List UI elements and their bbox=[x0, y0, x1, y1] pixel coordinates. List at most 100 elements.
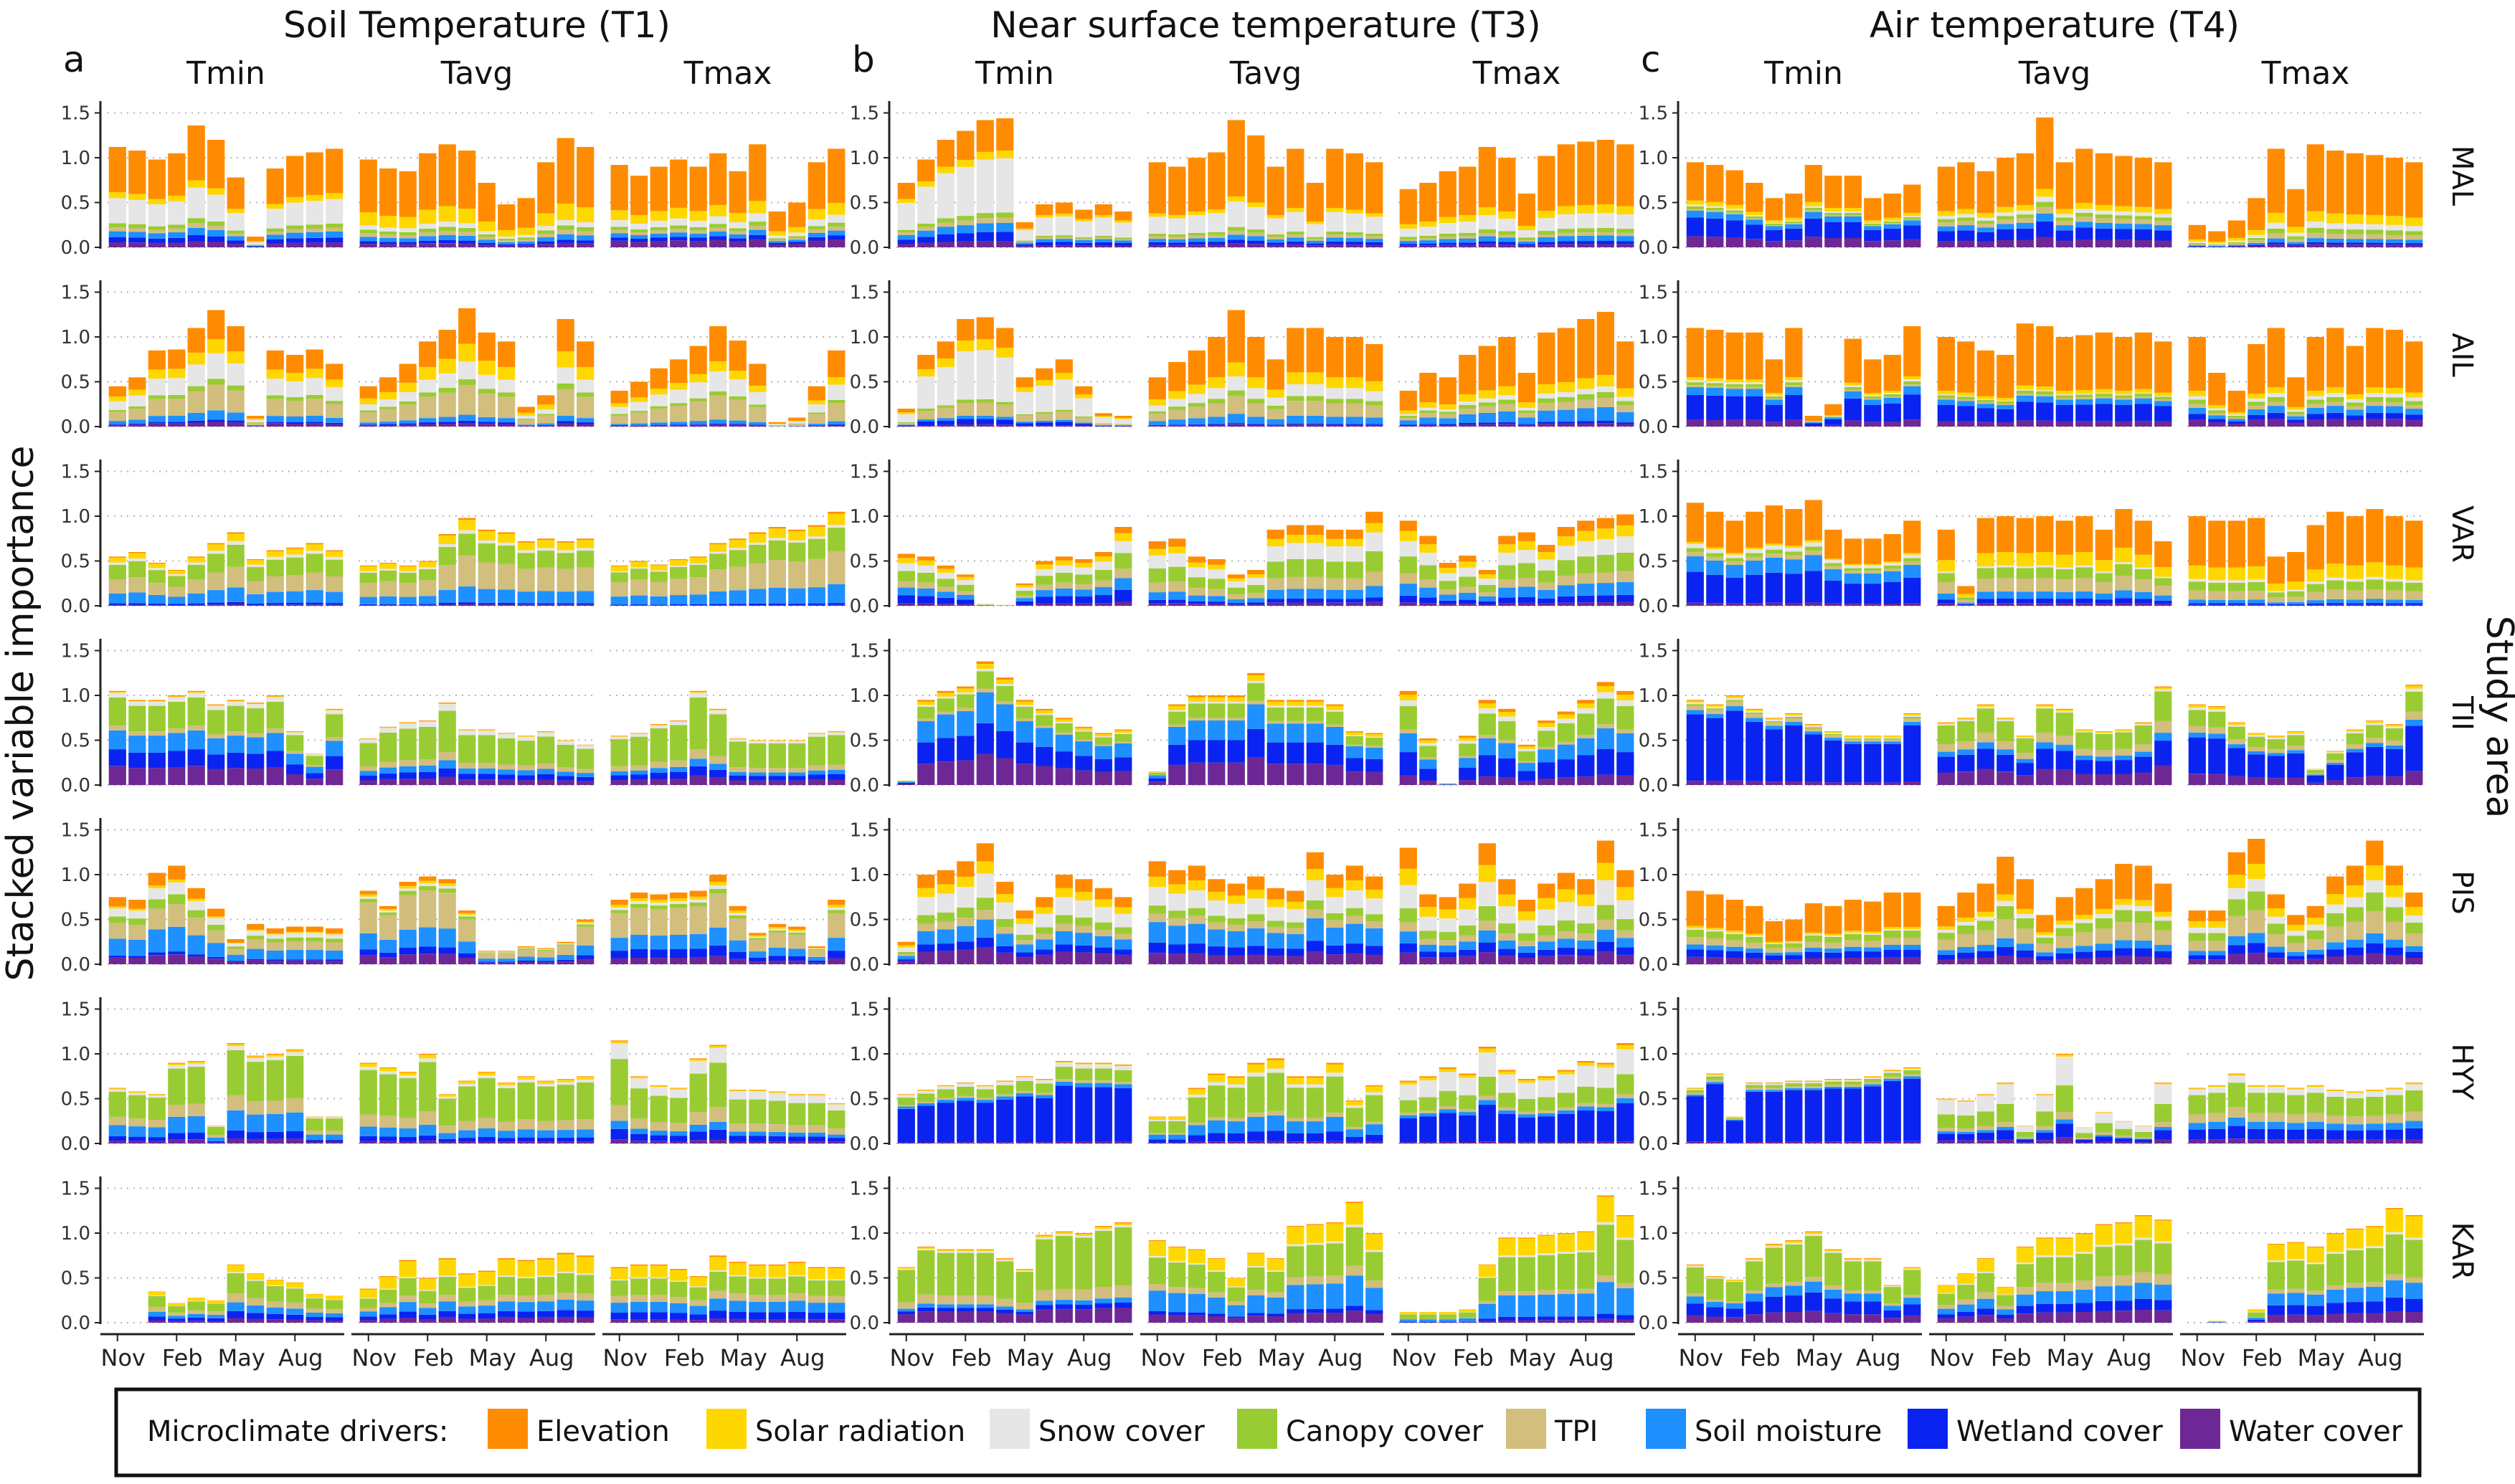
bar-segment-canopy-cover bbox=[148, 1098, 166, 1120]
bar-segment-snow-cover bbox=[957, 1083, 975, 1087]
bar-segment-solar-radiation bbox=[1365, 213, 1383, 217]
bar-segment-snow-cover bbox=[458, 530, 476, 534]
bar-segment-wetland-cover bbox=[1557, 241, 1575, 244]
bar-segment-soil-moisture bbox=[1419, 759, 1437, 769]
bar-segment-water-cover bbox=[187, 766, 205, 786]
bar-segment-canopy-cover bbox=[1227, 390, 1245, 396]
bar-segment-snow-cover bbox=[996, 357, 1014, 402]
bar-segment-wetland-cover bbox=[689, 237, 707, 241]
bar-segment-solar-radiation bbox=[610, 736, 628, 737]
bar-segment-wetland-cover bbox=[2075, 227, 2093, 239]
bar-segment-tpi bbox=[2115, 219, 2133, 224]
bar-segment-solar-radiation bbox=[1937, 926, 1955, 931]
bar-segment-tpi bbox=[2036, 732, 2054, 743]
bar-segment-water-cover bbox=[227, 244, 245, 247]
bar-segment-snow-cover bbox=[247, 564, 265, 568]
bar-segment-wetland-cover bbox=[807, 774, 825, 780]
bar-segment-solar-radiation bbox=[1538, 723, 1555, 727]
bar-segment-snow-cover bbox=[1306, 543, 1324, 559]
cell-TII-T1-Tavg bbox=[359, 703, 595, 786]
bar-segment-solar-radiation bbox=[1596, 686, 1614, 693]
bar-segment-elevation bbox=[996, 882, 1014, 895]
bar-segment-wetland-cover bbox=[128, 752, 146, 769]
bar-segment-solar-radiation bbox=[1957, 594, 1975, 597]
bar-segment-canopy-cover bbox=[1208, 232, 1226, 235]
bar-segment-solar-radiation bbox=[1616, 525, 1634, 537]
bar-segment-solar-radiation bbox=[788, 420, 806, 422]
bar-segment-water-cover bbox=[2075, 239, 2093, 247]
bar-segment-soil-moisture bbox=[1168, 419, 1186, 425]
bar-segment-water-cover bbox=[1746, 958, 1763, 964]
bar-segment-snow-cover bbox=[1326, 388, 1344, 399]
bar-segment-elevation bbox=[749, 363, 767, 386]
bar-segment-solar-radiation bbox=[306, 368, 323, 379]
bar-segment-soil-moisture bbox=[207, 410, 225, 420]
bar-segment-soil-moisture bbox=[266, 1113, 284, 1132]
bar-segment-elevation bbox=[556, 541, 574, 543]
bar-segment-canopy-cover bbox=[1844, 386, 1862, 390]
bar-segment-water-cover bbox=[1616, 601, 1634, 606]
bar-segment-elevation bbox=[517, 406, 535, 413]
bar-segment-water-cover bbox=[1208, 604, 1226, 606]
bar-segment-soil-moisture bbox=[1114, 425, 1132, 426]
bar-segment-wetland-cover bbox=[2188, 246, 2206, 247]
bar-segment-soil-moisture bbox=[650, 233, 668, 238]
bar-segment-solar-radiation bbox=[2036, 552, 2054, 566]
bar-segment-tpi bbox=[1306, 401, 1324, 416]
bar-segment-solar-radiation bbox=[266, 369, 284, 379]
bar-segment-water-cover bbox=[2306, 604, 2324, 606]
bar-segment-solar-radiation bbox=[670, 560, 688, 566]
bar-segment-solar-radiation bbox=[2227, 237, 2245, 241]
bar-segment-wetland-cover bbox=[1538, 762, 1555, 779]
bar-segment-water-cover bbox=[227, 1138, 245, 1143]
bar-segment-tpi bbox=[498, 953, 516, 959]
bar-segment-elevation bbox=[2366, 509, 2384, 563]
bar-segment-elevation bbox=[1596, 312, 1614, 375]
bar-segment-snow-cover bbox=[458, 1083, 476, 1087]
bar-segment-solar-radiation bbox=[537, 540, 555, 548]
bar-segment-solar-radiation bbox=[689, 374, 707, 383]
bar-segment-soil-moisture bbox=[917, 1103, 935, 1106]
bar-segment-solar-radiation bbox=[937, 884, 955, 894]
bar-segment-solar-radiation bbox=[517, 227, 535, 235]
bar-segment-soil-moisture bbox=[128, 736, 146, 753]
bar-segment-elevation bbox=[577, 341, 595, 367]
bar-segment-wetland-cover bbox=[897, 425, 915, 427]
bar-segment-canopy-cover bbox=[689, 227, 707, 231]
bar-segment-elevation bbox=[1399, 520, 1417, 531]
bar-segment-tpi bbox=[227, 390, 245, 413]
bar-segment-solar-radiation bbox=[917, 888, 935, 898]
bar-segment-wetland-cover bbox=[1399, 943, 1417, 953]
bar-segment-wetland-cover bbox=[828, 603, 846, 605]
bar-segment-elevation bbox=[168, 153, 186, 196]
bar-segment-elevation bbox=[1247, 876, 1265, 890]
bar-segment-snow-cover bbox=[996, 1082, 1014, 1085]
bar-segment-snow-cover bbox=[1557, 214, 1575, 229]
bar-segment-solar-radiation bbox=[630, 1077, 648, 1079]
bar-segment-tpi bbox=[1439, 414, 1457, 419]
bar-segment-soil-moisture bbox=[2306, 600, 2324, 604]
bar-segment-elevation bbox=[2385, 330, 2403, 388]
bar-segment-soil-moisture bbox=[1266, 419, 1284, 425]
bar-segment-snow-cover bbox=[1616, 214, 1634, 229]
bar-segment-tpi bbox=[2075, 748, 2093, 756]
bar-segment-wetland-cover bbox=[917, 596, 935, 604]
bar-segment-tpi bbox=[247, 733, 265, 738]
bar-segment-water-cover bbox=[917, 951, 935, 964]
bar-segment-wetland-cover bbox=[577, 422, 595, 424]
bar-segment-soil-moisture bbox=[1864, 226, 1882, 230]
bar-segment-soil-moisture bbox=[1498, 743, 1516, 758]
bar-segment-tpi bbox=[1114, 239, 1132, 241]
bar-segment-solar-radiation bbox=[1114, 907, 1132, 914]
bar-segment-water-cover bbox=[1997, 771, 2014, 786]
bar-segment-tpi bbox=[2016, 928, 2034, 944]
bar-segment-elevation bbox=[749, 532, 767, 534]
bar-segment-tpi bbox=[610, 582, 628, 597]
bar-segment-solar-radiation bbox=[670, 1088, 688, 1090]
bar-segment-tpi bbox=[2227, 739, 2245, 745]
bar-segment-canopy-cover bbox=[2385, 907, 2403, 922]
bar-segment-soil-moisture bbox=[438, 1133, 456, 1139]
bar-segment-soil-moisture bbox=[379, 939, 397, 953]
bar-segment-water-cover bbox=[2405, 604, 2423, 606]
bar-segment-tpi bbox=[996, 1094, 1014, 1097]
